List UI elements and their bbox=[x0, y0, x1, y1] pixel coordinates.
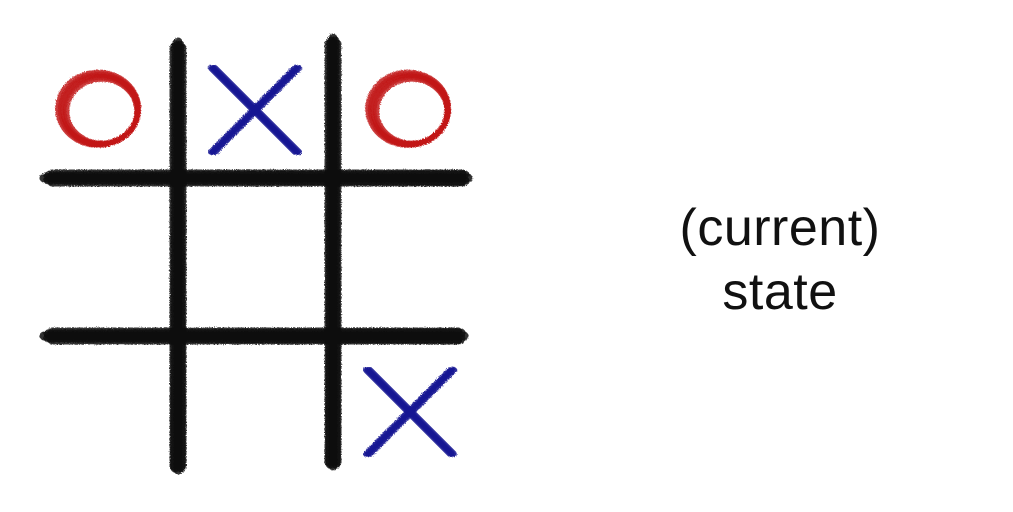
cell-1-1-o-mark bbox=[63, 75, 141, 147]
cell-1-3-o-mark bbox=[373, 75, 451, 147]
cell-1-2-x-mark bbox=[212, 65, 302, 155]
board-grid bbox=[39, 33, 473, 475]
board-marks bbox=[55, 65, 457, 457]
cell-3-3-x-mark bbox=[367, 367, 457, 457]
caption-line-current: (current) bbox=[679, 199, 881, 257]
board-canvas bbox=[39, 33, 473, 475]
state-caption: (current) state bbox=[560, 196, 1000, 324]
tic-tac-toe-board bbox=[39, 33, 473, 475]
caption-line-state: state bbox=[722, 263, 838, 321]
